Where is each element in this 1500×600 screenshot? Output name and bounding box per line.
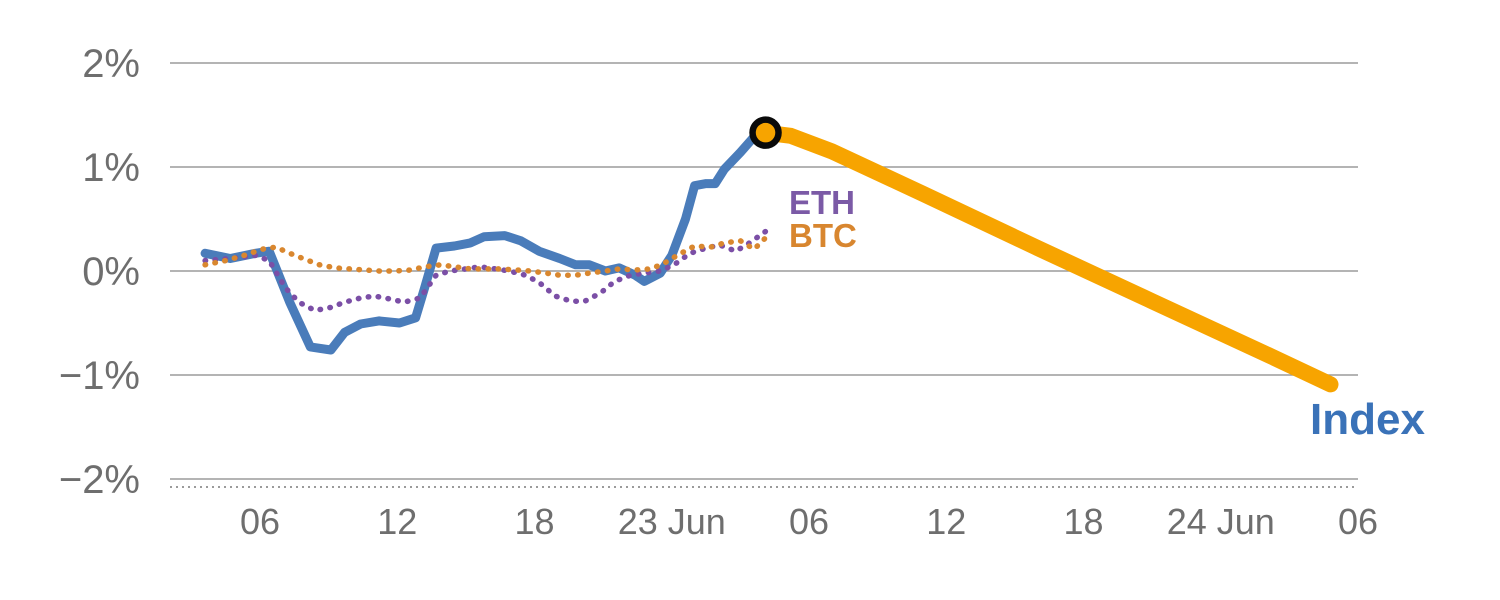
x-tick-label: 06 [240, 501, 280, 542]
series-index-line [200, 128, 770, 355]
x-tick-label: 12 [377, 501, 417, 542]
series-label-index: Index [1310, 395, 1425, 444]
latest-point-marker [749, 116, 782, 149]
y-tick-label: −2% [59, 458, 140, 502]
series-btc-line [202, 232, 771, 278]
x-tick-label: 06 [789, 501, 829, 542]
x-tick-label: 06 [1338, 501, 1378, 542]
y-tick-label: 0% [82, 250, 140, 294]
x-tick-label: 23 Jun [618, 501, 726, 542]
x-tick-label: 18 [514, 501, 554, 542]
y-tick-label: 1% [82, 146, 140, 190]
y-tick-label: 2% [82, 42, 140, 86]
series-label-btc: BTC [789, 217, 857, 254]
y-tick-label: −1% [59, 354, 140, 398]
x-tick-label: 12 [926, 501, 966, 542]
series-index-projection-line [757, 124, 1339, 393]
series-label-eth: ETH [789, 184, 855, 221]
x-tick-label: 18 [1063, 501, 1103, 542]
x-tick-label: 24 Jun [1167, 501, 1275, 542]
